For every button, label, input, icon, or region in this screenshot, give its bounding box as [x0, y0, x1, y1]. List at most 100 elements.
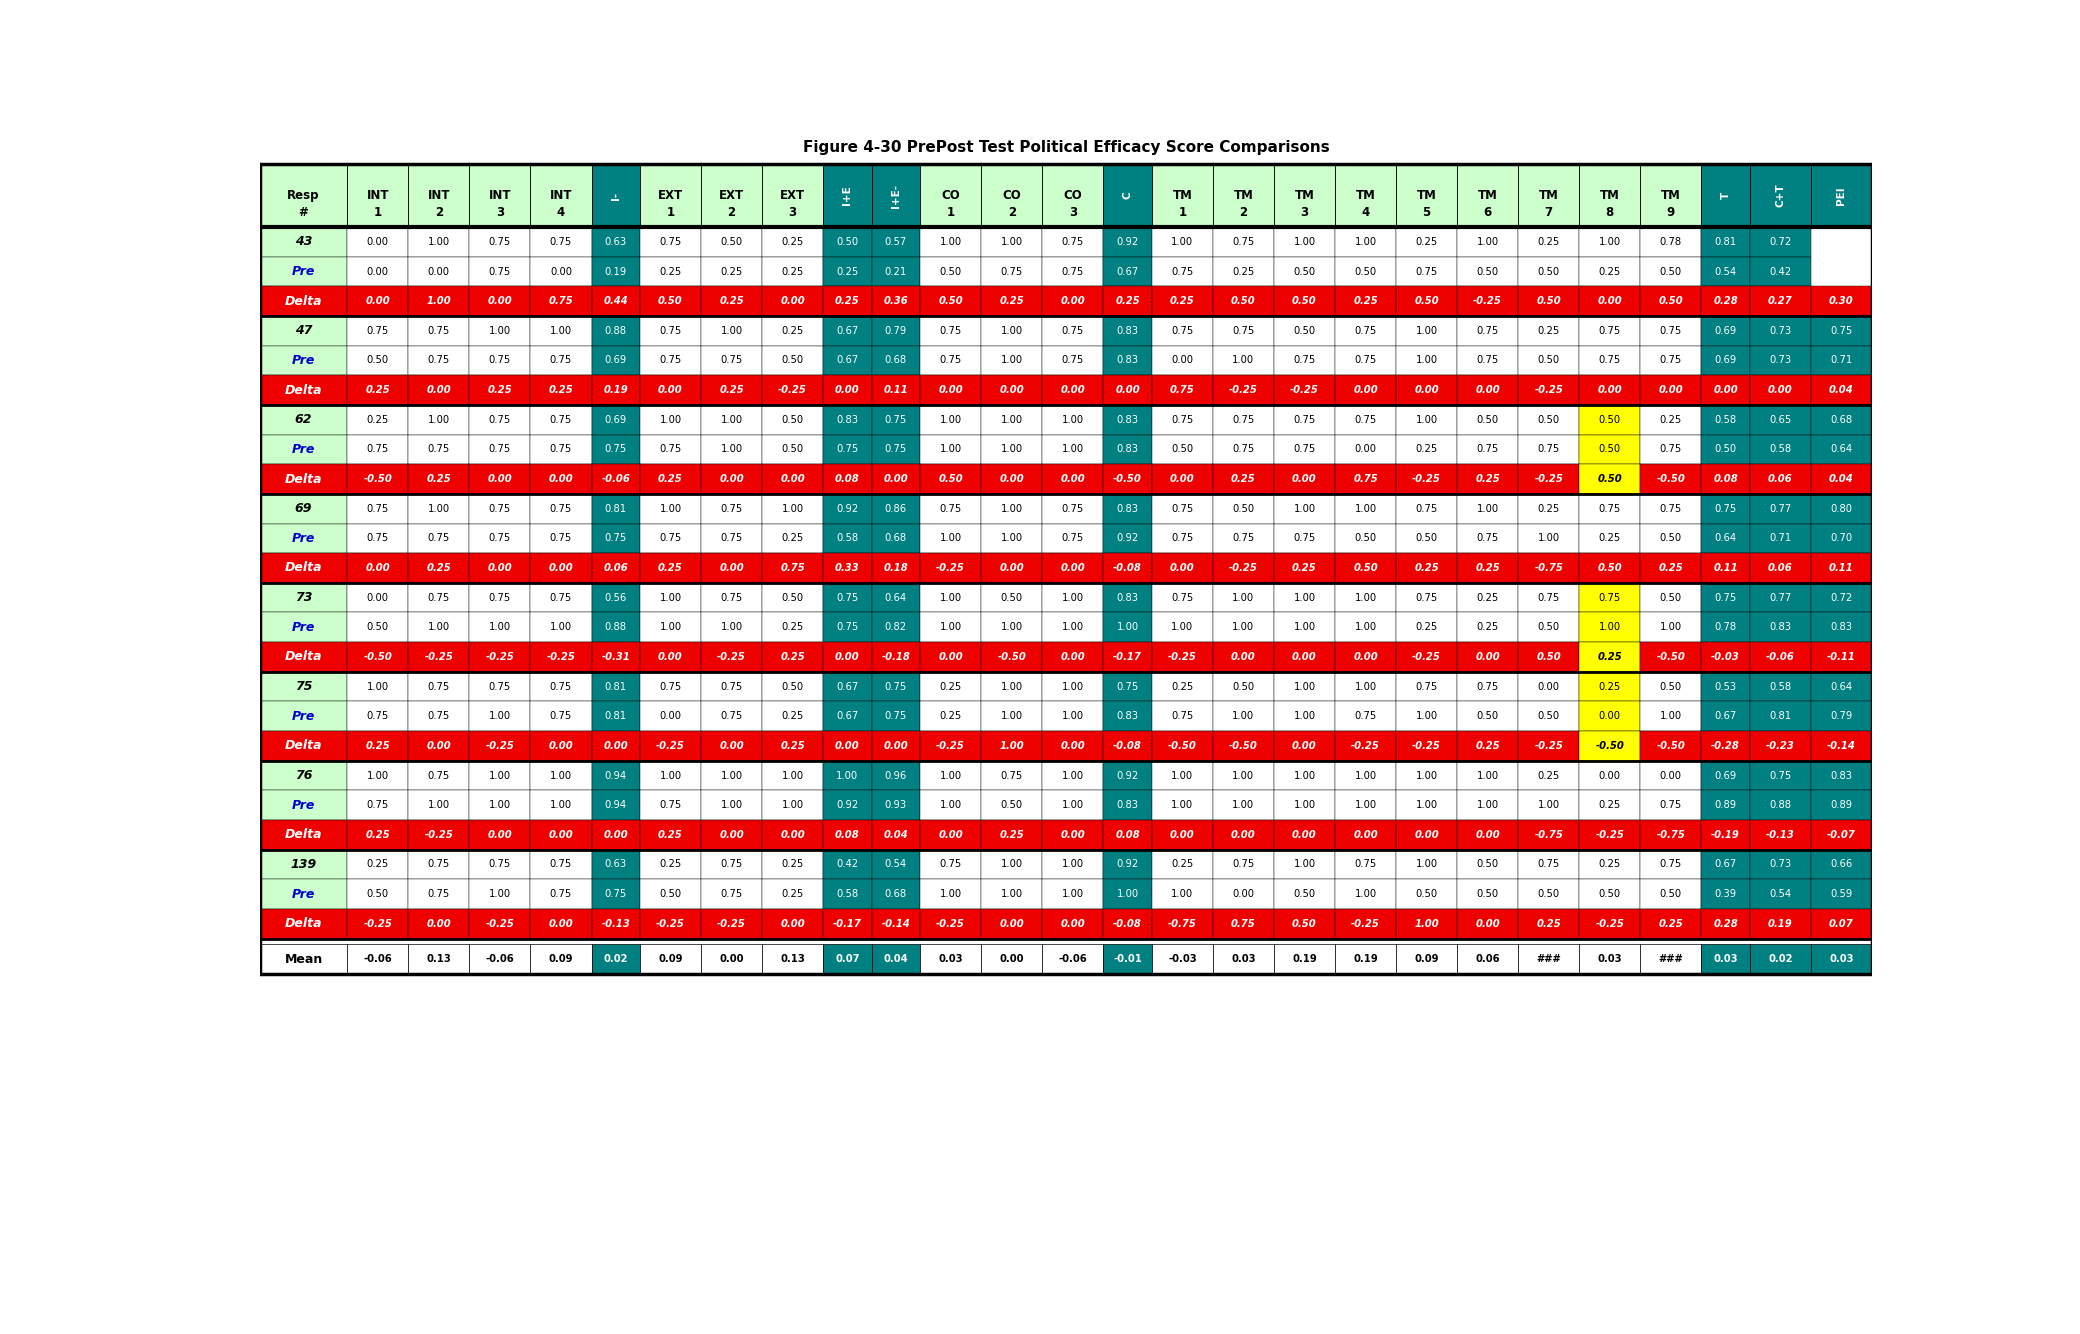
Bar: [1396, 435, 1458, 464]
Text: 0.00: 0.00: [1292, 740, 1317, 751]
Bar: [919, 879, 982, 908]
Text: PEI: PEI: [1837, 187, 1847, 205]
Text: TM: TM: [1600, 189, 1620, 201]
Bar: [1335, 406, 1396, 435]
Text: 1.00: 1.00: [720, 325, 743, 336]
Bar: [1213, 731, 1273, 760]
Text: TM: TM: [1539, 189, 1558, 201]
Text: 0.83: 0.83: [1770, 622, 1791, 632]
Bar: [530, 702, 591, 731]
Text: 1.00: 1.00: [366, 771, 389, 780]
Text: 0.00: 0.00: [1597, 386, 1622, 395]
Bar: [260, 583, 347, 612]
Bar: [1396, 287, 1458, 316]
Bar: [1749, 494, 1812, 523]
Bar: [641, 760, 701, 790]
Text: 0.50: 0.50: [782, 682, 803, 691]
Text: 0.75: 0.75: [605, 534, 626, 543]
Text: 0.58: 0.58: [1714, 415, 1737, 424]
Text: 0.03: 0.03: [1714, 954, 1739, 964]
Bar: [1152, 554, 1213, 583]
Text: 62: 62: [295, 414, 312, 427]
Bar: [1812, 879, 1872, 908]
Text: INT: INT: [549, 189, 572, 201]
Bar: [761, 820, 824, 850]
Text: 1.00: 1.00: [489, 800, 512, 810]
Text: 0.00: 0.00: [1171, 355, 1194, 366]
Bar: [761, 731, 824, 760]
Bar: [470, 435, 530, 464]
Bar: [260, 316, 347, 346]
Text: 0.25: 0.25: [366, 859, 389, 870]
Bar: [1335, 702, 1396, 731]
Text: 1.00: 1.00: [1477, 771, 1500, 780]
Text: 4: 4: [557, 205, 566, 219]
Bar: [1102, 612, 1152, 642]
Bar: [1458, 494, 1518, 523]
Text: 0.93: 0.93: [884, 800, 907, 810]
Text: 0.75: 0.75: [605, 888, 626, 899]
Text: 0.75: 0.75: [549, 859, 572, 870]
Bar: [824, 790, 872, 820]
Text: 0.75: 0.75: [489, 504, 512, 514]
Text: -0.50: -0.50: [1167, 740, 1196, 751]
Bar: [591, 731, 641, 760]
Text: 0.50: 0.50: [1660, 888, 1683, 899]
Bar: [761, 346, 824, 375]
Bar: [470, 164, 530, 227]
Bar: [260, 227, 347, 256]
Bar: [872, 820, 919, 850]
Text: T: T: [1720, 192, 1731, 199]
Bar: [1152, 346, 1213, 375]
Bar: [872, 523, 919, 554]
Bar: [1273, 554, 1335, 583]
Text: 0.63: 0.63: [605, 237, 626, 247]
Bar: [919, 227, 982, 256]
Text: 0.25: 0.25: [720, 296, 745, 307]
Bar: [347, 164, 408, 227]
Bar: [1042, 435, 1102, 464]
Bar: [1458, 908, 1518, 939]
Text: 1.00: 1.00: [1000, 237, 1023, 247]
Text: 0.03: 0.03: [1597, 954, 1622, 964]
Bar: [347, 612, 408, 642]
Bar: [347, 879, 408, 908]
Bar: [408, 879, 470, 908]
Bar: [1579, 908, 1641, 939]
Text: 0.75: 0.75: [1477, 534, 1500, 543]
Bar: [1335, 164, 1396, 227]
Bar: [1042, 672, 1102, 702]
Text: 0.68: 0.68: [884, 534, 907, 543]
Bar: [530, 316, 591, 346]
Bar: [1042, 944, 1102, 974]
Text: Delta: Delta: [285, 384, 322, 396]
Bar: [824, 406, 872, 435]
Text: 0.44: 0.44: [603, 296, 628, 307]
Text: 0.75: 0.75: [1354, 415, 1377, 424]
Text: 1.00: 1.00: [1000, 504, 1023, 514]
Text: Delta: Delta: [285, 651, 322, 663]
Bar: [1152, 406, 1213, 435]
Bar: [1102, 287, 1152, 316]
Bar: [1749, 554, 1812, 583]
Bar: [641, 287, 701, 316]
Text: EXT: EXT: [657, 189, 682, 201]
Text: 0.75: 0.75: [428, 444, 449, 455]
Bar: [1641, 672, 1701, 702]
Text: 0.00: 0.00: [1061, 740, 1086, 751]
Text: -0.14: -0.14: [1826, 740, 1855, 751]
Bar: [1701, 850, 1749, 879]
Bar: [1213, 316, 1273, 346]
Bar: [1641, 406, 1701, 435]
Bar: [1396, 879, 1458, 908]
Text: 0.25: 0.25: [1475, 740, 1500, 751]
Bar: [470, 702, 530, 731]
Text: -0.03: -0.03: [1169, 954, 1196, 964]
Bar: [1812, 494, 1872, 523]
Text: 0.75: 0.75: [549, 237, 572, 247]
Bar: [347, 435, 408, 464]
Bar: [1579, 164, 1641, 227]
Bar: [1812, 164, 1872, 227]
Bar: [701, 494, 761, 523]
Bar: [641, 642, 701, 672]
